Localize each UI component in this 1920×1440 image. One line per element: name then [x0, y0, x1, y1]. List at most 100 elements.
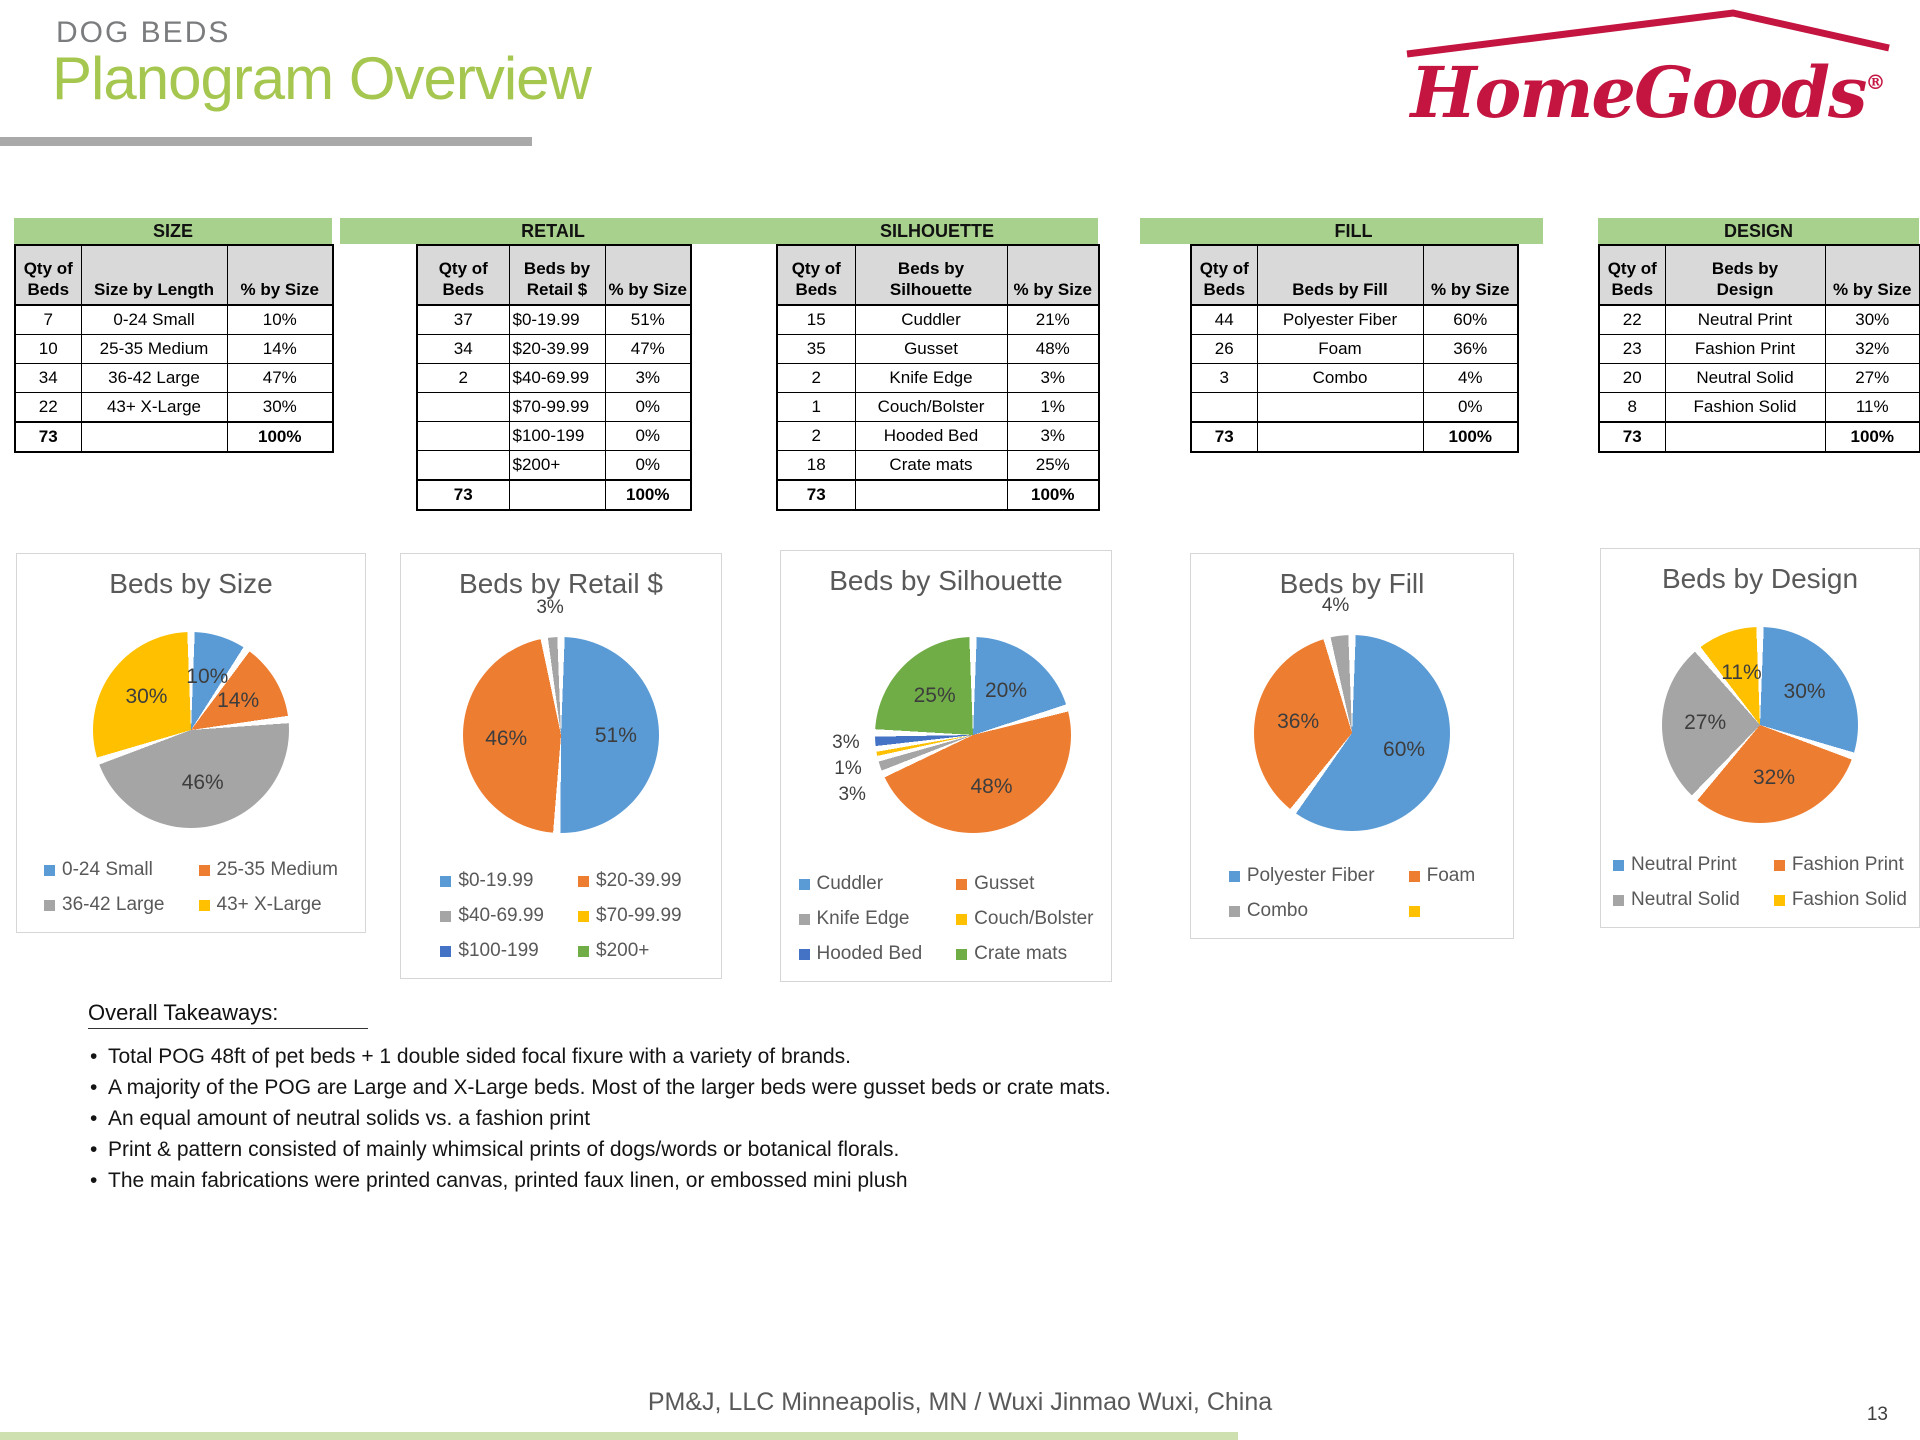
table-group-header-band	[14, 218, 332, 244]
legend-label: Combo	[1246, 900, 1309, 921]
legend-swatch	[1773, 859, 1785, 871]
pie-percent-label: 14%	[217, 689, 260, 713]
table-cell: 43+ X-Large	[80, 392, 228, 423]
legend-swatch	[798, 948, 810, 960]
legend-label: 25-35 Medium	[216, 859, 338, 880]
table-cell: 51%	[604, 304, 692, 335]
table-cell: Fashion Solid	[1664, 392, 1826, 423]
table-cell: 20	[1598, 363, 1666, 393]
homegoods-logo: HomeGoods®	[1398, 6, 1898, 128]
column-header: % by Size	[226, 244, 334, 306]
page-number: 13	[1866, 1404, 1888, 1425]
legend-label: Neutral Print	[1631, 854, 1737, 875]
table-cell: 11%	[1824, 392, 1920, 423]
legend-label: Couch/Bolster	[974, 908, 1094, 929]
table-group-header-band	[1598, 218, 1919, 244]
table-total-row: 73 100%	[416, 479, 692, 511]
table-cell: 3	[1190, 363, 1258, 393]
pie-percent-label: 46%	[181, 771, 224, 795]
table-cell: Neutral Solid	[1664, 363, 1826, 393]
pie-percent-label: 11%	[1721, 660, 1762, 684]
table-cell: 36%	[1422, 334, 1519, 364]
pie-percent-label: 32%	[1752, 765, 1796, 789]
pie-zone: 60% 36% 4%	[1191, 595, 1513, 865]
table-group-title: FILL	[1334, 221, 1373, 241]
table-cell	[1256, 392, 1424, 423]
legend-label: $70-99.99	[596, 905, 682, 926]
pie-percent-label: 46%	[485, 726, 528, 750]
table-cell: 25%	[1006, 450, 1100, 481]
legend-swatch	[956, 878, 968, 890]
table-cell: Neutral Print	[1664, 304, 1826, 335]
table-cell: 0%	[604, 421, 692, 451]
pie-chart: 20% 48% 25% 3% 1% 3%	[832, 637, 1071, 833]
legend-label: $20-39.99	[596, 870, 682, 891]
table-row: 2 Hooded Bed 3%	[776, 421, 1100, 451]
table-cell: 34	[416, 334, 510, 364]
legend-label: $0-19.99	[458, 870, 534, 891]
table-row: 35 Gusset 48%	[776, 334, 1100, 364]
legend-item: Combo	[1228, 900, 1375, 922]
table-cell: 25-35 Medium	[80, 334, 228, 364]
chart-card: Beds by Size 10% 14% 46% 30% 0-24 Small 25-35 …	[16, 553, 366, 933]
table-cell: 100%	[1006, 479, 1100, 511]
table-cell: 0%	[604, 450, 692, 481]
column-header: % by Size	[1006, 244, 1100, 306]
table-cell: $70-99.99	[508, 392, 606, 422]
takeaways-section: Overall Takeaways: Total POG 48ft of pet…	[88, 1000, 1288, 1196]
table-cell: $20-39.99	[508, 334, 606, 364]
table-cell: 27%	[1824, 363, 1920, 393]
table-row: 44 Polyester Fiber 60%	[1190, 304, 1519, 335]
table-header-row: Qty of Beds Beds by Fill% by Size	[1190, 244, 1519, 306]
pie-percent-label: 60%	[1383, 737, 1426, 761]
column-header: Beds by Silhouette	[854, 244, 1008, 306]
table-cell: 7	[14, 304, 82, 335]
registered-mark: ®	[1865, 70, 1886, 94]
legend-item: $0-19.99	[440, 870, 544, 892]
legend-swatch	[440, 910, 452, 922]
legend-swatch	[1228, 870, 1240, 882]
table-cell: 2	[776, 421, 856, 451]
table-cell: 1%	[1006, 392, 1100, 422]
takeaway-bullet: Total POG 48ft of pet beds + 1 double si…	[88, 1041, 1288, 1072]
legend-item: Cuddler	[798, 873, 923, 895]
legend-swatch	[1408, 905, 1420, 917]
legend-item: 36-42 Large	[44, 894, 165, 916]
table-total-row: 73 100%	[1598, 421, 1920, 453]
legend-swatch	[198, 899, 210, 911]
legend-item	[1408, 900, 1476, 922]
chart-card: Beds by Retail $ 51% 46% 3% $0-19.99 $20-39.9…	[400, 553, 722, 979]
legend-label: 43+ X-Large	[216, 894, 322, 915]
data-table: Qty of Beds Beds by Fill% by Size 44 Polyes…	[1190, 244, 1519, 453]
legend-swatch	[798, 878, 810, 890]
table-cell: Combo	[1256, 363, 1424, 393]
pie-graphic	[93, 631, 289, 828]
table-cell: 37	[416, 304, 510, 335]
legend-item: Fashion Print	[1773, 854, 1907, 876]
table-cell: 30%	[1824, 304, 1920, 335]
legend-swatch	[1408, 870, 1420, 882]
legend-swatch	[1613, 859, 1625, 871]
table-row: $70-99.99 0%	[416, 392, 692, 422]
table-cell: $40-69.99	[508, 363, 606, 393]
legend-item: 43+ X-Large	[198, 894, 338, 916]
table-cell: 30%	[226, 392, 334, 423]
table-row: 2 $40-69.99 3%	[416, 363, 692, 393]
pie-chart: 60% 36% 4%	[1254, 595, 1450, 831]
legend-swatch	[956, 913, 968, 925]
table-cell	[1664, 421, 1826, 453]
table-total-row: 73 100%	[1190, 421, 1519, 453]
table-row: 10 25-35 Medium 14%	[14, 334, 334, 364]
legend-item: Gusset	[956, 873, 1093, 895]
pie-percent-label: 3%	[536, 597, 564, 619]
legend-label: Hooded Bed	[816, 943, 923, 964]
legend-swatch	[578, 945, 589, 957]
table-row: $100-199 0%	[416, 421, 692, 451]
pie-percent-label: 30%	[125, 685, 168, 709]
footer-accent-bar	[0, 1432, 1238, 1440]
pie-percent-label: 27%	[1684, 711, 1727, 735]
table-cell: 23	[1598, 334, 1666, 364]
table-row: 8 Fashion Solid 11%	[1598, 392, 1920, 423]
pie-graphic	[875, 637, 1071, 833]
table-cell: 22	[1598, 304, 1666, 335]
